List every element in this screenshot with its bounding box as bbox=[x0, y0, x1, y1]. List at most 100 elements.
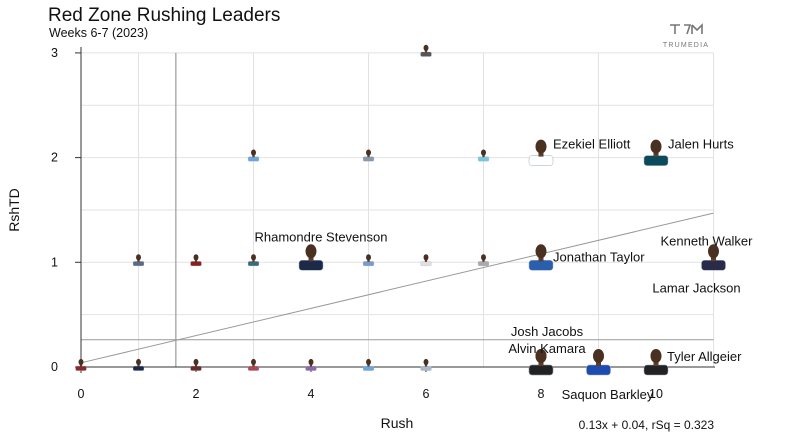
headshot-head bbox=[193, 254, 199, 261]
headshot-neck bbox=[538, 362, 544, 366]
player-headshot-labeled[interactable] bbox=[528, 244, 554, 271]
headshot-head bbox=[136, 358, 141, 366]
player-headshot-labeled[interactable] bbox=[586, 349, 611, 376]
headshot-head bbox=[308, 358, 314, 366]
player-headshot[interactable] bbox=[362, 149, 375, 162]
player-label: Saquon Barkley bbox=[562, 387, 654, 402]
headshot-neck bbox=[538, 257, 544, 262]
headshot-head bbox=[708, 244, 719, 259]
x-tick-label: 10 bbox=[649, 387, 663, 401]
point-labels: Ezekiel Elliott Jalen Hurts Rhamondre Stev… bbox=[255, 137, 754, 402]
player-headshot[interactable] bbox=[477, 254, 490, 267]
headshot-shoulders bbox=[586, 364, 611, 376]
headshot-neck bbox=[309, 364, 313, 367]
x-axis-title: Rush bbox=[381, 415, 414, 431]
data-points bbox=[75, 44, 726, 376]
headshot-neck bbox=[252, 155, 255, 158]
player-label: Jonathan Taylor bbox=[553, 249, 645, 264]
player-label: Jalen Hurts bbox=[668, 137, 734, 152]
headshot-head bbox=[305, 244, 317, 259]
chart-title: Red Zone Rushing Leaders bbox=[48, 5, 281, 26]
headshot-shoulders bbox=[298, 260, 324, 271]
headshot-shoulders bbox=[528, 155, 554, 166]
headshot-head bbox=[423, 358, 429, 366]
player-headshot[interactable] bbox=[477, 149, 490, 162]
x-tick-label: 0 bbox=[78, 387, 85, 401]
headshot-head bbox=[593, 349, 604, 363]
headshot-neck bbox=[367, 155, 370, 158]
x-tick-label: 2 bbox=[193, 387, 200, 401]
player-headshot-labeled[interactable] bbox=[528, 139, 554, 166]
player-headshot[interactable] bbox=[420, 358, 432, 371]
headshot-neck bbox=[137, 260, 140, 262]
headshot-neck bbox=[596, 362, 601, 366]
fit-equation: 0.13x + 0.04, rSq = 0.323 bbox=[579, 418, 715, 432]
headshot-head bbox=[481, 254, 486, 261]
headshot-head bbox=[481, 149, 486, 156]
player-headshot-labeled[interactable] bbox=[528, 349, 554, 376]
headshot-neck bbox=[653, 362, 659, 366]
player-headshot[interactable] bbox=[132, 254, 145, 267]
player-headshot[interactable] bbox=[362, 254, 375, 267]
player-headshot[interactable] bbox=[420, 254, 432, 267]
player-headshot[interactable] bbox=[247, 149, 260, 162]
headshot-shoulders bbox=[190, 261, 202, 267]
headshot-neck bbox=[424, 364, 428, 367]
player-label: Josh Jacobs bbox=[511, 324, 584, 339]
headshot-neck bbox=[137, 364, 140, 367]
headshot-head bbox=[535, 139, 547, 154]
headshot-shoulders bbox=[190, 365, 202, 371]
x-tick-label: 4 bbox=[308, 387, 315, 401]
player-headshot[interactable] bbox=[420, 44, 432, 57]
player-label: Ezekiel Elliott bbox=[553, 137, 631, 152]
headshot-neck bbox=[653, 152, 659, 157]
headshot-shoulders bbox=[132, 365, 145, 371]
player-headshot[interactable] bbox=[247, 254, 260, 267]
player-headshot-labeled[interactable] bbox=[298, 244, 324, 271]
headshot-shoulders bbox=[420, 261, 432, 267]
player-headshot-labeled[interactable] bbox=[701, 244, 726, 271]
headshot-neck bbox=[194, 260, 198, 262]
player-label: Tyler Allgeier bbox=[667, 349, 742, 364]
y-tick-label: 3 bbox=[51, 46, 58, 60]
headshot-shoulders bbox=[420, 365, 432, 371]
headshot-shoulders bbox=[477, 261, 490, 267]
headshot-neck bbox=[79, 364, 83, 367]
x-tick-label: 6 bbox=[423, 387, 430, 401]
player-headshot[interactable] bbox=[247, 358, 260, 371]
headshot-head bbox=[366, 254, 371, 261]
x-tick-label: 8 bbox=[538, 387, 545, 401]
grid-lines bbox=[81, 52, 714, 367]
player-headshot[interactable] bbox=[75, 358, 87, 371]
headshot-head bbox=[251, 358, 256, 366]
headshot-shoulders bbox=[305, 365, 317, 371]
headshot-neck bbox=[194, 364, 198, 367]
headshot-head bbox=[423, 254, 429, 261]
player-headshot[interactable] bbox=[190, 358, 202, 371]
headshot-shoulders bbox=[75, 365, 87, 371]
headshot-shoulders bbox=[420, 51, 432, 57]
player-headshot[interactable] bbox=[190, 254, 202, 267]
headshot-head bbox=[366, 149, 371, 156]
headshot-shoulders bbox=[643, 364, 669, 376]
player-headshot-labeled[interactable] bbox=[643, 349, 669, 376]
headshot-neck bbox=[711, 257, 716, 262]
player-headshot-labeled[interactable] bbox=[643, 139, 669, 166]
headshot-head bbox=[366, 358, 371, 366]
player-headshot[interactable] bbox=[362, 358, 375, 371]
headshot-shoulders bbox=[701, 260, 726, 271]
y-tick-label: 2 bbox=[51, 151, 58, 165]
headshot-neck bbox=[424, 50, 428, 53]
regression-line bbox=[80, 212, 714, 364]
headshot-neck bbox=[424, 260, 428, 262]
headshot-shoulders bbox=[362, 156, 375, 162]
headshot-head bbox=[535, 244, 547, 259]
headshot-shoulders bbox=[528, 260, 554, 271]
player-label: Alvin Kamara bbox=[508, 341, 586, 356]
headshot-head bbox=[136, 254, 141, 261]
tick-labels: 0 2 4 6 8 10 0 1 2 3 bbox=[51, 46, 663, 401]
headshot-neck bbox=[538, 152, 544, 157]
player-headshot[interactable] bbox=[132, 358, 145, 371]
player-headshot[interactable] bbox=[305, 358, 317, 371]
